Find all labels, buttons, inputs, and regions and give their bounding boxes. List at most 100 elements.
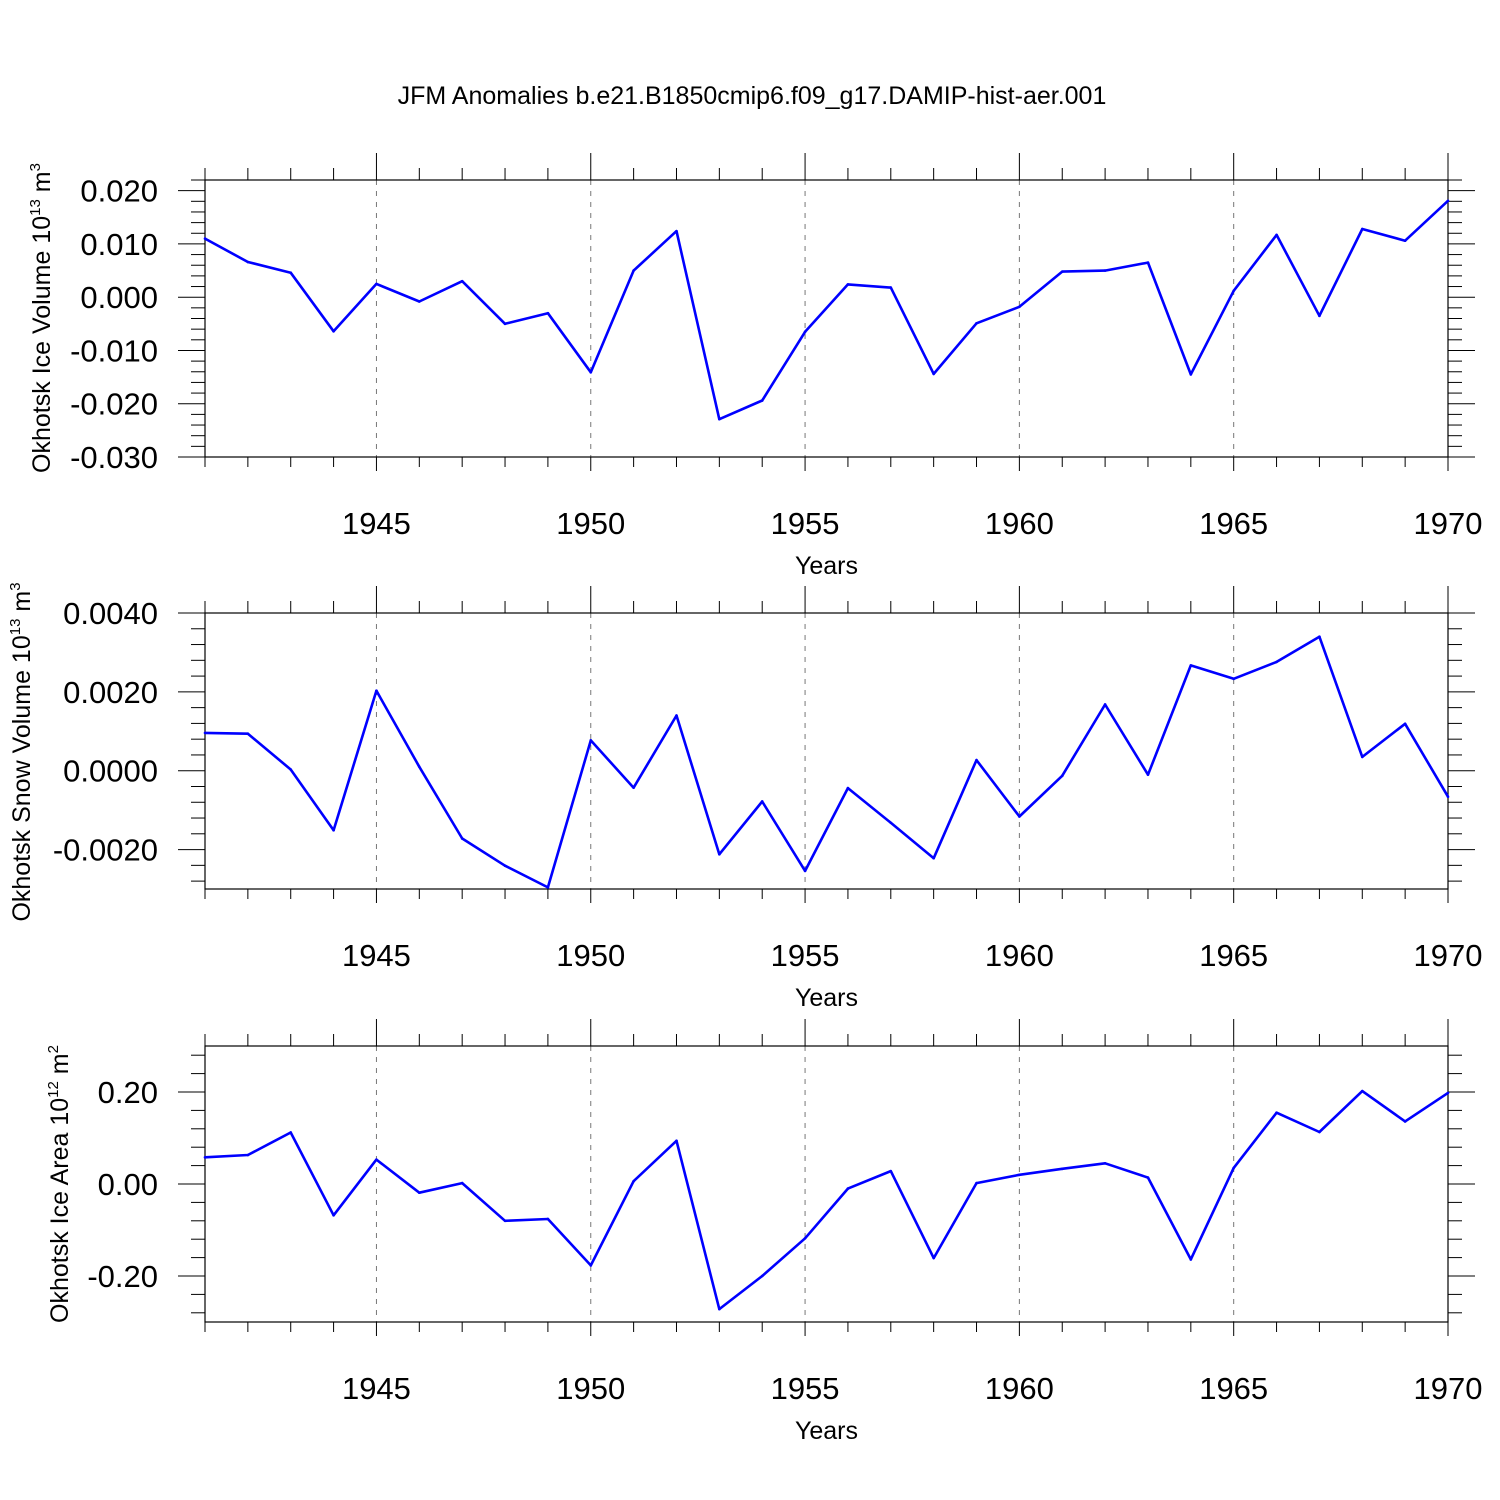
data-point xyxy=(503,322,507,326)
data-point xyxy=(546,1217,550,1221)
x-axis-title: Years xyxy=(795,984,858,1012)
data-point xyxy=(1103,703,1107,706)
data-point xyxy=(1403,722,1407,726)
data-point xyxy=(289,1131,293,1134)
data-point xyxy=(675,714,678,717)
x-tick-label: 1970 xyxy=(1414,1371,1483,1406)
data-point xyxy=(289,768,293,771)
data-point xyxy=(503,864,507,868)
data-point xyxy=(1446,795,1450,799)
series-line xyxy=(204,199,1449,421)
data-point xyxy=(460,837,464,840)
data-point xyxy=(589,739,593,742)
x-axis-title: Years xyxy=(795,552,858,580)
data-point xyxy=(203,1156,207,1159)
y-axis-title: Okhotsk Ice Area 1012 m2 xyxy=(45,1045,74,1323)
figure-title: JFM Anomalies b.e21.B1850cmip6.f09_g17.D… xyxy=(398,82,1107,110)
data-point xyxy=(760,800,764,803)
data-point xyxy=(1018,305,1021,309)
data-point xyxy=(632,786,635,789)
data-point xyxy=(332,329,335,333)
data-point xyxy=(803,1236,807,1240)
data-point xyxy=(1318,635,1321,638)
data-point xyxy=(975,758,978,762)
data-point xyxy=(1018,815,1021,818)
data-point xyxy=(1146,773,1150,776)
data-point xyxy=(1360,755,1364,759)
y-tick-label: 0.20 xyxy=(98,1075,158,1110)
data-point xyxy=(246,260,250,264)
data-point xyxy=(632,269,635,272)
data-point xyxy=(1189,373,1193,376)
data-point xyxy=(1060,270,1064,273)
data-point xyxy=(246,1153,250,1157)
y-tick-label: 0.010 xyxy=(80,227,158,262)
data-point xyxy=(718,1307,721,1311)
data-point xyxy=(932,856,935,860)
data-point xyxy=(203,237,207,240)
data-point xyxy=(889,821,893,825)
panel-2: 0.0040 0.0020 0.0000 -0.0020 1945 1950 1955 196… xyxy=(7,582,1482,1012)
data-point xyxy=(1318,1130,1321,1134)
data-point xyxy=(1103,269,1107,272)
y-tick-label: 0.0000 xyxy=(63,754,158,789)
x-tick-label: 1955 xyxy=(771,506,840,541)
data-point xyxy=(375,1158,378,1161)
x-tick-label: 1950 xyxy=(556,1371,625,1406)
y-axis-title: Okhotsk Snow Volume 1013 m3 xyxy=(7,582,36,921)
plot-frame xyxy=(204,1045,1449,1323)
data-point xyxy=(1318,314,1321,318)
data-point xyxy=(1018,1173,1021,1177)
data-point xyxy=(289,271,293,274)
data-point xyxy=(1403,1120,1407,1123)
data-point xyxy=(1275,233,1278,237)
x-tick-label: 1970 xyxy=(1414,938,1483,973)
y-tick-label: -0.020 xyxy=(70,387,158,422)
data-point xyxy=(803,330,807,334)
data-point xyxy=(1360,1089,1364,1093)
data-point xyxy=(1403,239,1407,243)
series-line xyxy=(204,635,1450,889)
x-tick-label: 1965 xyxy=(1199,1371,1268,1406)
data-point xyxy=(846,283,850,286)
data-point xyxy=(1146,1176,1150,1179)
data-point xyxy=(1275,660,1278,664)
data-point xyxy=(1232,1166,1235,1170)
data-point xyxy=(332,828,335,832)
data-point xyxy=(932,1256,935,1260)
y-tick-label: 0.020 xyxy=(80,174,158,209)
x-tick-label: 1945 xyxy=(342,506,411,541)
data-point xyxy=(1060,1167,1064,1171)
y-tick-label: 0.000 xyxy=(80,280,158,315)
data-point xyxy=(760,1274,764,1278)
x-tick-label: 1960 xyxy=(985,938,1054,973)
data-point xyxy=(1060,774,1064,778)
data-point xyxy=(418,300,421,303)
plot-frame xyxy=(204,179,1449,458)
data-point xyxy=(975,1181,978,1185)
data-point xyxy=(1446,1091,1450,1095)
data-point xyxy=(675,229,678,233)
y-axis-title: Okhotsk Ice Volume 1013 m3 xyxy=(27,163,56,473)
data-point xyxy=(375,282,378,286)
x-tick-label: 1955 xyxy=(771,938,840,973)
data-point xyxy=(675,1139,678,1143)
data-point xyxy=(846,1187,850,1190)
y-tick-label: -0.010 xyxy=(70,333,158,368)
y-tick-label: 0.0020 xyxy=(63,675,158,710)
data-point xyxy=(1360,227,1364,231)
x-tick-label: 1965 xyxy=(1199,506,1268,541)
x-tick-label: 1965 xyxy=(1199,938,1268,973)
panel-3: 0.20 0.00 -0.20 1945 1950 1955 1960 1965 1970 Yea… xyxy=(45,1019,1482,1445)
data-point xyxy=(460,279,464,283)
data-point xyxy=(889,286,893,289)
x-tick-label: 1950 xyxy=(556,938,625,973)
data-point xyxy=(418,765,421,769)
data-point xyxy=(718,417,721,421)
data-point xyxy=(1189,664,1193,667)
data-point xyxy=(1146,261,1150,264)
data-point xyxy=(1446,199,1450,203)
data-point xyxy=(1232,677,1235,681)
plot-frame xyxy=(204,612,1449,890)
data-point xyxy=(589,371,593,374)
